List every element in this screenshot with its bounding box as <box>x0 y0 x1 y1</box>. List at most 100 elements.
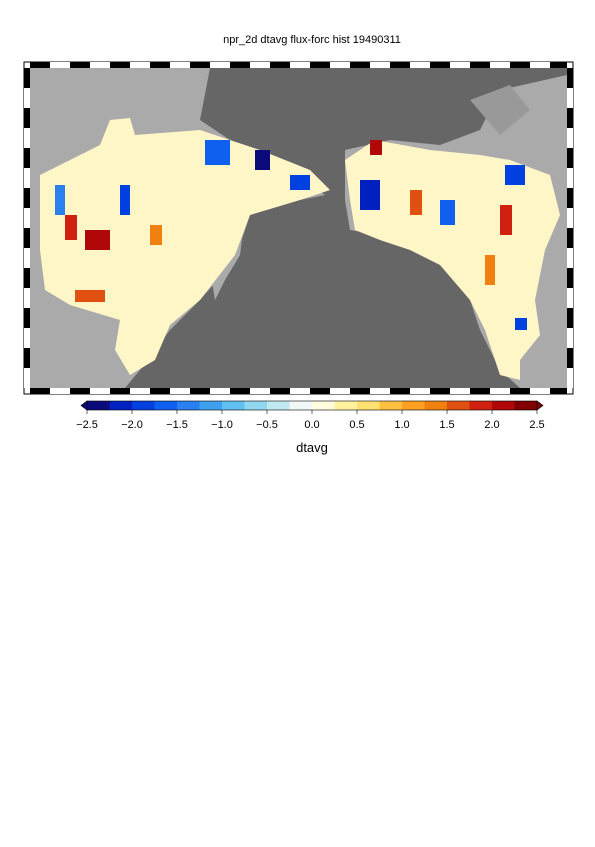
frame-tick <box>24 108 30 128</box>
frame-tick <box>370 62 390 68</box>
colorbar-segment <box>244 401 268 410</box>
cell <box>370 140 382 155</box>
cell <box>255 150 270 170</box>
frame-tick <box>170 388 190 394</box>
colorbar-tick-label: 0.0 <box>304 419 319 431</box>
frame-tick <box>90 62 110 68</box>
colorbar-segment <box>492 401 515 410</box>
frame-tick <box>567 328 573 348</box>
frame-tick <box>510 62 530 68</box>
frame-tick <box>550 62 567 68</box>
frame-tick <box>390 62 410 68</box>
colorbar-label: dtavg <box>296 440 328 455</box>
frame-tick <box>30 388 50 394</box>
frame-tick <box>130 388 150 394</box>
colorbar-segment <box>379 401 403 410</box>
cell <box>290 175 310 190</box>
frame-tick <box>24 328 30 348</box>
frame-tick <box>330 62 350 68</box>
frame-tick <box>350 388 370 394</box>
cell <box>55 185 65 215</box>
frame-tick <box>567 288 573 308</box>
frame-tick <box>24 348 30 368</box>
frame-tick <box>470 62 490 68</box>
cell <box>500 205 512 235</box>
colorbar-segment <box>267 401 290 410</box>
frame-tick <box>270 62 290 68</box>
cell <box>505 165 525 185</box>
frame-tick <box>190 388 210 394</box>
data-field-america <box>345 140 560 380</box>
frame-tick <box>567 308 573 328</box>
frame-tick <box>230 388 250 394</box>
colorbar-segment <box>109 401 133 410</box>
frame-tick <box>210 62 230 68</box>
colorbar-tick-label: 2.0 <box>484 419 499 431</box>
frame-tick <box>330 388 350 394</box>
cell <box>515 318 527 330</box>
frame-tick <box>250 388 270 394</box>
colorbar-tick-label: 1.5 <box>439 419 454 431</box>
frame-tick <box>170 62 190 68</box>
map <box>23 61 574 395</box>
frame-tick <box>567 188 573 208</box>
frame-tick <box>450 62 470 68</box>
frame-tick <box>390 388 410 394</box>
frame-tick <box>30 62 50 68</box>
colorbar-segment <box>334 401 358 410</box>
frame-tick <box>567 108 573 128</box>
frame-tick <box>567 208 573 228</box>
colorbar-tick-label: −1.5 <box>166 419 188 431</box>
frame-tick <box>230 62 250 68</box>
frame-tick <box>110 388 130 394</box>
frame-tick <box>70 388 90 394</box>
data-cells <box>55 140 527 330</box>
frame-tick <box>567 168 573 188</box>
frame-tick <box>510 388 530 394</box>
colorbar-end <box>536 400 544 411</box>
frame-tick <box>24 208 30 228</box>
frame-tick <box>370 388 390 394</box>
frame-tick <box>430 388 450 394</box>
frame-tick <box>567 88 573 108</box>
frame-tick <box>470 388 490 394</box>
colorbar-segment <box>87 401 110 410</box>
frame-tick <box>50 62 70 68</box>
data-field-sakhalin <box>150 270 175 340</box>
frame-tick <box>190 62 210 68</box>
colorbar-tick-label: 2.5 <box>529 419 544 431</box>
frame-tick <box>24 68 30 88</box>
frame-tick <box>410 62 430 68</box>
frame-tick <box>530 62 550 68</box>
frame-tick <box>567 248 573 268</box>
cell <box>440 200 455 225</box>
frame-tick <box>24 168 30 188</box>
frame-tick <box>530 388 550 394</box>
cell <box>150 225 162 245</box>
colorbar-segment <box>132 401 155 410</box>
frame-tick <box>90 388 110 394</box>
colorbar: −2.5 −2.0 −1.5 −1.0 −0.5 0.0 0.5 1.0 1.5 2.0 2.5 <box>76 400 545 431</box>
frame-tick <box>250 62 270 68</box>
frame-tick <box>24 368 30 388</box>
frame-tick <box>567 228 573 248</box>
frame-tick <box>490 388 510 394</box>
cell <box>410 190 422 215</box>
colorbar-segment <box>289 401 313 410</box>
frame-tick <box>270 388 290 394</box>
frame-tick <box>24 148 30 168</box>
frame-tick <box>350 62 370 68</box>
cell <box>120 185 130 215</box>
colorbar-tick-label: −2.0 <box>121 419 143 431</box>
colorbar-tick-label: −2.5 <box>76 419 98 431</box>
cell <box>65 215 77 240</box>
frame-tick <box>24 248 30 268</box>
colorbar-tick-label: 0.5 <box>349 419 364 431</box>
map-title: npr_2d dtavg flux-forc hist 19490311 <box>223 34 401 46</box>
colorbar-segment <box>177 401 200 410</box>
colorbar-tick-label: −0.5 <box>256 419 278 431</box>
frame-tick <box>567 268 573 288</box>
colorbar-end <box>80 400 88 411</box>
frame-tick <box>24 308 30 328</box>
